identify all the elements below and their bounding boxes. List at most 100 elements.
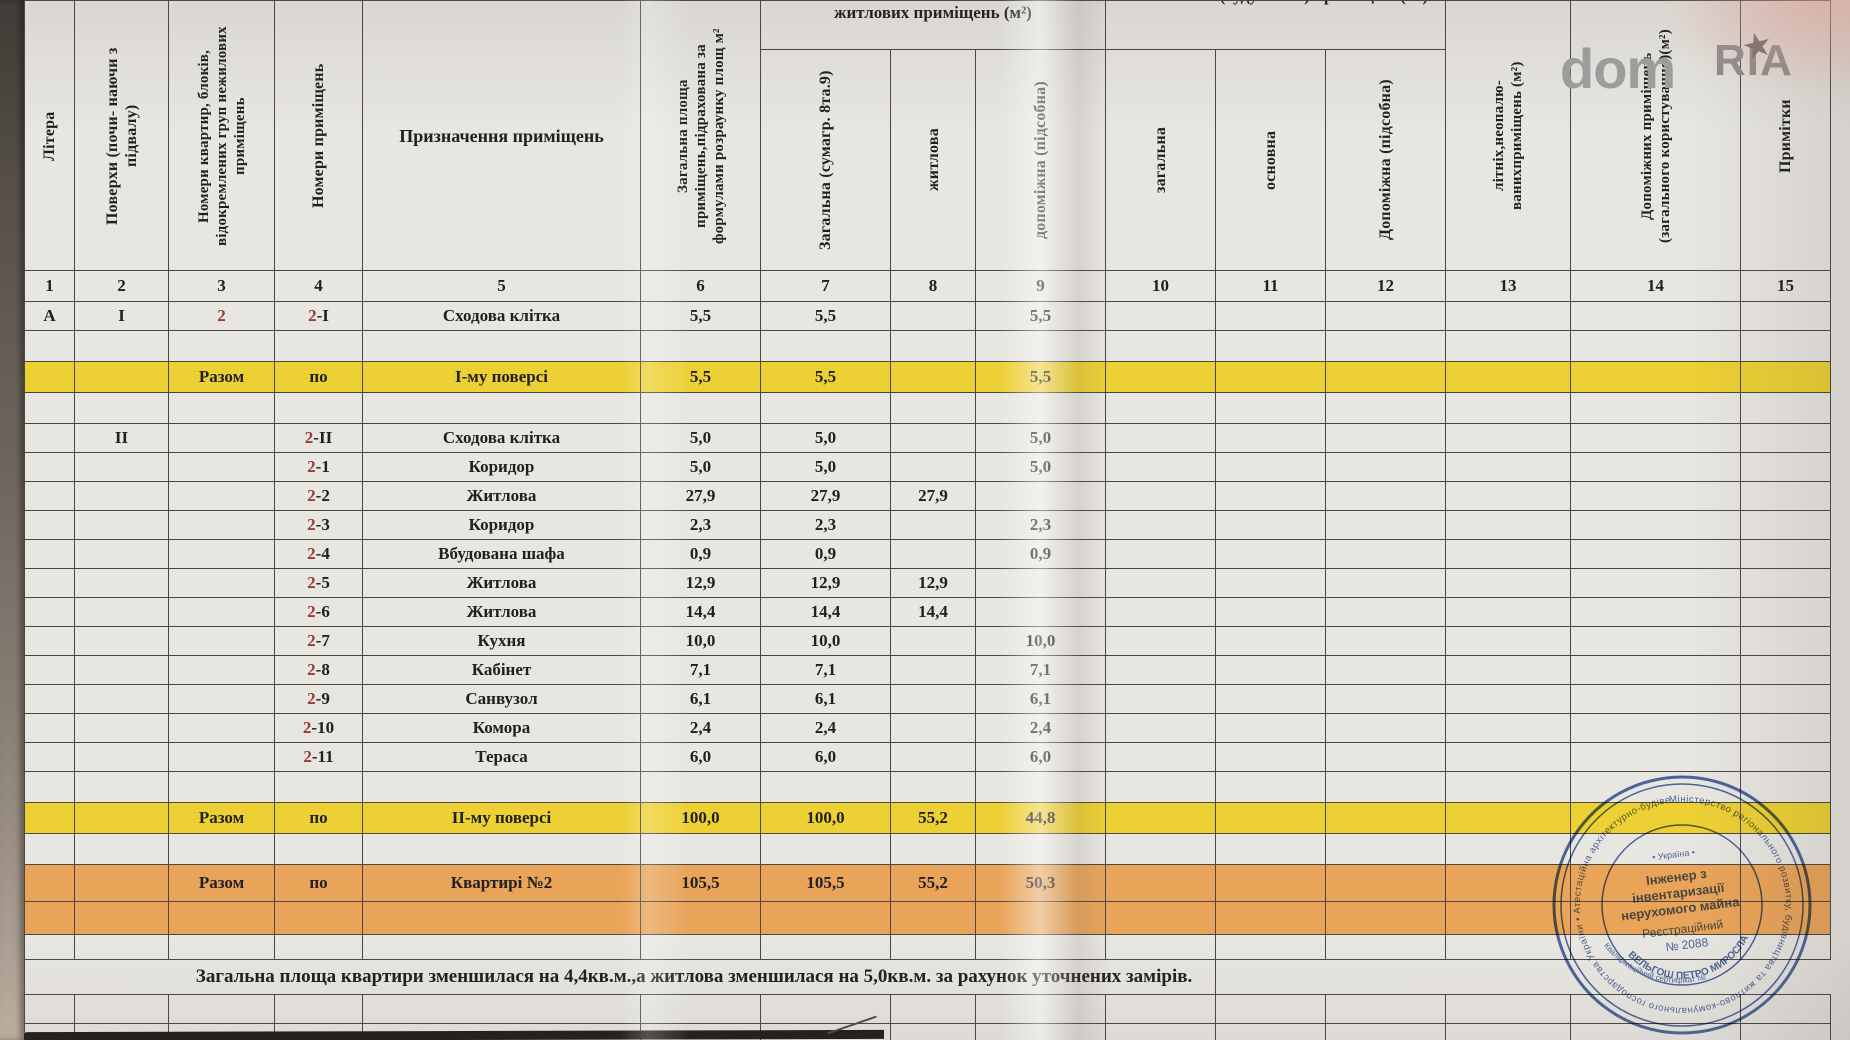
table-cell [1740, 713, 1832, 743]
table-cell [890, 452, 976, 482]
col-number: 8 [890, 270, 976, 302]
table-cell [974, 833, 1107, 865]
table-cell: 2-І [274, 301, 363, 331]
table-cell [168, 452, 275, 482]
table-cell: 14,4 [640, 597, 761, 627]
header-col-litnikh: літніх,неопалю- ванихприміщень (м²) [1445, 0, 1572, 271]
table-cell [24, 655, 75, 685]
table-cell [974, 1023, 1107, 1040]
table-cell: 2-4 [274, 539, 363, 569]
table-cell: 6,1 [974, 684, 1107, 714]
col-number: 6 [640, 270, 761, 302]
table-cell [890, 833, 976, 865]
note-text: Загальна площа квартири зменшилася на 4,… [23, 959, 1217, 995]
table-cell [1215, 597, 1327, 627]
table-cell [1215, 802, 1327, 834]
table-cell [640, 994, 761, 1024]
table-cell [1445, 655, 1572, 685]
table-cell [890, 684, 976, 714]
table-cell: 2-6 [274, 597, 363, 627]
table-cell [1325, 539, 1447, 569]
table-cell [1105, 802, 1217, 834]
table-cell [760, 934, 891, 960]
table-cell [760, 833, 891, 865]
table-cell [1325, 481, 1447, 511]
table-cell: 2-8 [274, 655, 363, 685]
table-cell [1105, 901, 1217, 935]
table-cell: 100,0 [760, 802, 891, 834]
table-cell: 2,3 [760, 510, 891, 540]
table-cell [890, 994, 976, 1024]
table-cell [1325, 959, 1446, 995]
col-number: 1 [24, 270, 75, 302]
header-col-dopomizhna-nezh: Допоміжна (підсобна) [1325, 49, 1447, 271]
table-cell: 5,0 [640, 452, 761, 482]
table-cell [890, 626, 976, 656]
table-cell: 6,0 [760, 742, 891, 772]
table-row: 2-2 Житлова 27,9 27,9 27,9 [24, 481, 1832, 511]
table-cell [74, 901, 169, 935]
table-cell [1570, 510, 1742, 540]
table-cell: 27,9 [890, 481, 976, 511]
table-cell [1105, 301, 1217, 331]
table-cell [1325, 934, 1447, 960]
table-cell [1215, 901, 1327, 935]
table-cell: 10,0 [974, 626, 1107, 656]
header-col-dopomizhnykh: Допоміжних приміщень (загального користу… [1570, 0, 1742, 271]
col-number: 7 [760, 270, 891, 302]
table-cell [1105, 864, 1217, 902]
table-cell [168, 713, 275, 743]
table-cell: 12,9 [890, 568, 976, 598]
table-cell: 105,5 [760, 864, 891, 902]
table-cell [274, 392, 363, 424]
table-cell [74, 568, 169, 598]
table-cell [1215, 655, 1327, 685]
table-cell [168, 833, 275, 865]
table-cell [1570, 655, 1742, 685]
table-cell: 5,0 [974, 423, 1107, 453]
table-cell: Коридор [362, 452, 641, 482]
table-cell [168, 510, 275, 540]
table-cell: Разом [168, 864, 275, 902]
table-cell: по [274, 802, 363, 834]
table-cell [1740, 330, 1832, 362]
table-cell [168, 568, 275, 598]
table-row: 2-8 Кабінет 7,1 7,1 7,1 [24, 655, 1832, 685]
table-cell: А [24, 301, 75, 331]
table-row: 2-7 Кухня 10,0 10,0 10,0 [24, 626, 1832, 656]
table-cell [1105, 568, 1217, 598]
table-cell [1325, 1023, 1447, 1040]
table-cell [1215, 833, 1327, 865]
table-cell [1215, 959, 1326, 995]
table-cell [890, 1023, 976, 1040]
table-cell [890, 934, 976, 960]
table-cell [640, 901, 761, 935]
table-cell [24, 833, 75, 865]
col-number: 9 [974, 270, 1107, 302]
table-cell [24, 684, 75, 714]
table-cell [168, 330, 275, 362]
table-cell [890, 423, 976, 453]
table-cell [168, 901, 275, 935]
table-cell [1325, 655, 1447, 685]
table-cell [1215, 510, 1327, 540]
table-cell [362, 771, 641, 803]
table-cell: І-му поверсі [362, 361, 641, 393]
table-cell [890, 742, 976, 772]
header-col-zahalna-suma: Загальна (сумагр. 8та.9) [760, 49, 891, 271]
table-cell [760, 330, 891, 362]
table-cell [362, 934, 641, 960]
table-cell [24, 864, 75, 902]
table-cell [974, 392, 1107, 424]
table-cell: Житлова [362, 481, 641, 511]
table-cell: 7,1 [760, 655, 891, 685]
table-cell [1740, 568, 1832, 598]
header-col-nomery-kvartyr: Номери квартир, блоків, відокремлених гр… [168, 0, 275, 271]
table-cell [362, 392, 641, 424]
table-cell [1215, 392, 1327, 424]
table-cell: 2,4 [760, 713, 891, 743]
table-cell [24, 481, 75, 511]
table-cell [74, 771, 169, 803]
table-cell [890, 361, 976, 393]
table-cell: Разом [168, 802, 275, 834]
